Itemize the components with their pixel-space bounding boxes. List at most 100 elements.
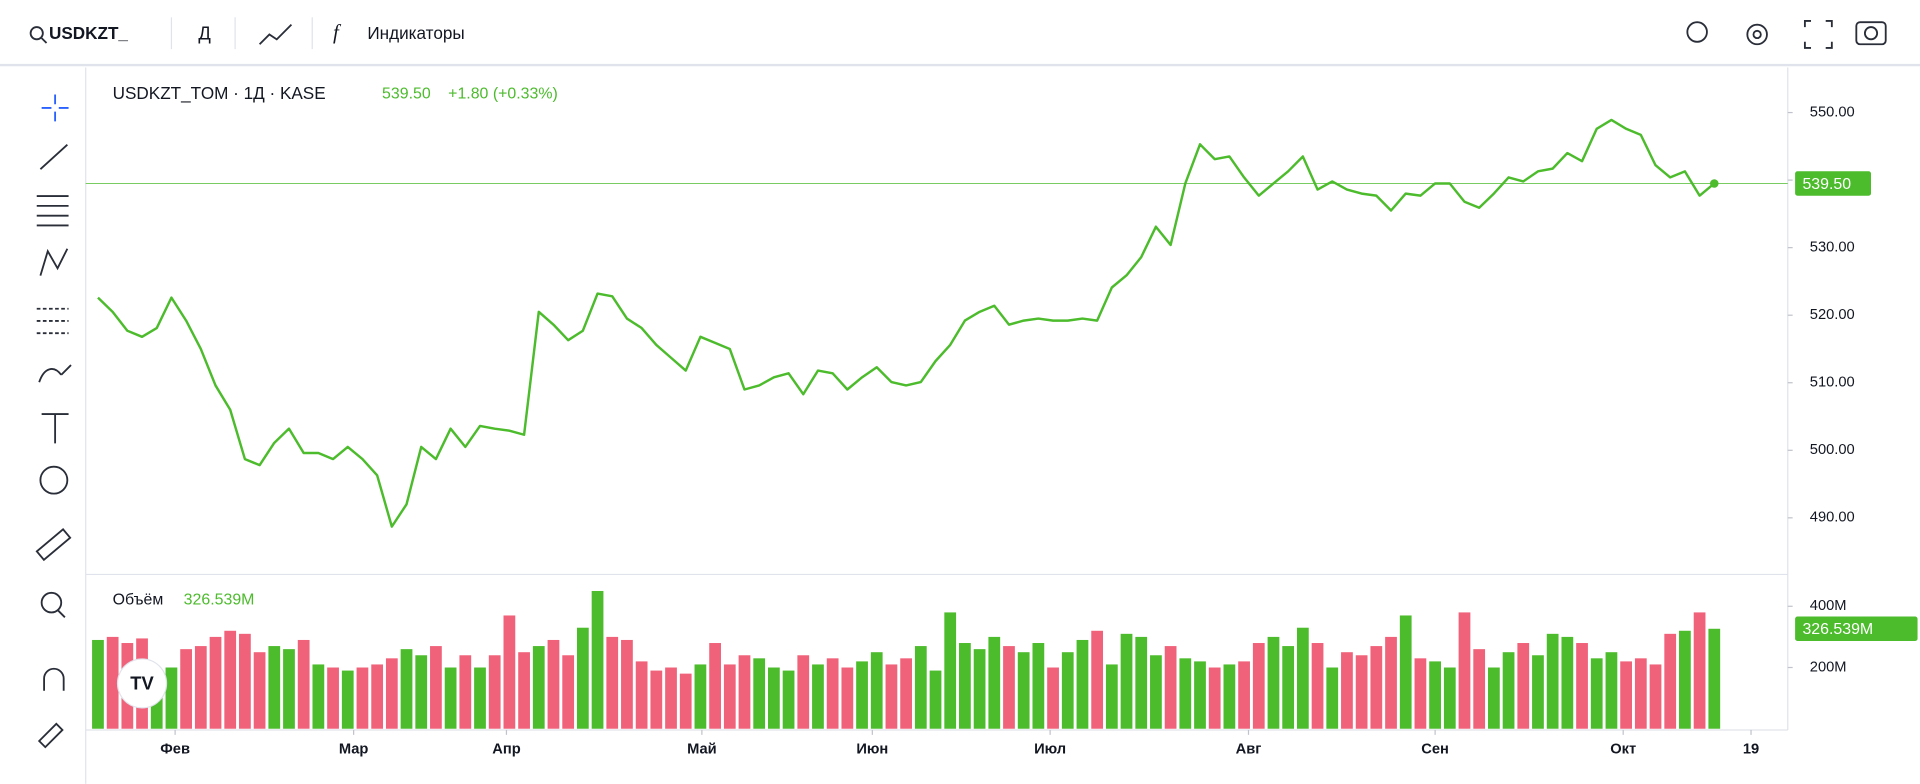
volume-bar <box>1017 652 1030 729</box>
volume-bar <box>650 670 663 729</box>
volume-tick-label: 200M <box>1810 659 1847 675</box>
trend-line-tool[interactable] <box>39 143 68 170</box>
pattern-tool[interactable] <box>39 248 69 276</box>
volume-bar <box>518 652 530 729</box>
price-tick-label: 520.00 <box>1810 307 1855 323</box>
volume-bar <box>1047 667 1059 729</box>
volume-bar <box>856 661 868 729</box>
volume-bar <box>1561 636 1574 729</box>
time-tick-label: Июл <box>1034 741 1066 757</box>
volume-bar <box>1135 636 1148 729</box>
volume-bar <box>1105 664 1118 729</box>
volume-bar <box>1590 658 1603 729</box>
volume-bar <box>400 649 413 729</box>
volume-bar <box>576 627 589 729</box>
volume-bar <box>1693 612 1706 729</box>
last-price: 539.50 <box>382 86 431 103</box>
magnet-tool[interactable] <box>43 667 65 691</box>
volume-bar <box>1502 652 1515 729</box>
volume-bar <box>1546 633 1559 729</box>
volume-tick-label: 400M <box>1810 598 1847 614</box>
last-price-badge-label: 539.50 <box>1802 176 1851 193</box>
search-icon[interactable] <box>29 26 44 41</box>
time-tick-label: Авг <box>1236 741 1262 757</box>
time-tick-label: Окт <box>1610 741 1636 757</box>
price-tick-label: 490.00 <box>1810 510 1855 526</box>
volume-bar <box>1532 655 1544 729</box>
volume-bar <box>753 658 766 729</box>
volume-bar <box>1238 661 1250 729</box>
volume-bar <box>239 633 251 729</box>
volume-bar <box>768 667 780 729</box>
volume-bar <box>165 667 178 729</box>
symbol-search[interactable]: USDKZT_ <box>49 23 128 43</box>
volume-bar <box>635 661 648 729</box>
volume-bar <box>562 655 575 729</box>
emoji-tool[interactable] <box>39 465 69 495</box>
volume-bar <box>1355 655 1368 729</box>
volume-bar <box>194 646 207 729</box>
fib-tool[interactable] <box>36 195 69 227</box>
fullscreen-icon[interactable] <box>1803 20 1833 49</box>
lock-tool[interactable] <box>37 722 64 749</box>
time-tick-label: Апр <box>492 741 520 757</box>
volume-bar <box>1385 636 1397 729</box>
indicators-button[interactable]: Индикаторы <box>367 23 464 43</box>
volume-bar <box>900 658 912 729</box>
volume-bar <box>488 655 501 729</box>
alert-icon[interactable] <box>1686 21 1708 43</box>
volume-bar <box>415 655 428 729</box>
volume-bar <box>547 639 560 729</box>
last-volume-badge-label: 326.539M <box>1802 621 1873 638</box>
volume-bar <box>1179 658 1192 729</box>
brush-tool[interactable] <box>38 364 72 383</box>
volume-bar <box>988 636 1001 729</box>
volume-bar <box>738 655 751 729</box>
chart-type-button[interactable] <box>258 24 293 45</box>
volume-bar <box>327 667 339 729</box>
volume-bar <box>444 667 457 729</box>
volume-title: Объём <box>113 591 164 608</box>
volume-bar <box>591 590 604 729</box>
volume-bar <box>973 649 986 729</box>
volume-bar <box>1473 649 1486 729</box>
volume-bar <box>1443 667 1456 729</box>
text-tool[interactable] <box>41 413 69 444</box>
volume-bar <box>106 636 119 729</box>
crosshair-tool[interactable] <box>41 94 69 122</box>
volume-bar <box>1605 652 1618 729</box>
last-volume-badge <box>1795 616 1918 642</box>
settings-icon[interactable] <box>1746 23 1768 46</box>
measure-tool[interactable] <box>35 528 72 562</box>
price-tick-label: 550.00 <box>1810 104 1855 120</box>
fx-icon[interactable]: f <box>333 20 342 44</box>
price-tick-label: 500.00 <box>1810 442 1855 458</box>
zoom-tool[interactable] <box>40 591 63 614</box>
prediction-tool[interactable] <box>36 307 69 335</box>
volume-bar <box>209 636 222 729</box>
volume-bar <box>474 667 486 729</box>
volume-bar <box>870 652 883 729</box>
top-toolbar: USDKZT_ Д f Индикаторы <box>0 17 1920 67</box>
volume-bar <box>1488 667 1500 729</box>
time-tick-label: Июн <box>856 741 888 757</box>
volume-bar <box>1664 633 1677 729</box>
volume-bar <box>914 646 927 729</box>
volume-bar <box>371 664 384 729</box>
volume-bar <box>1576 643 1588 729</box>
volume-bar <box>694 664 707 729</box>
volume-bar <box>1399 615 1412 729</box>
screenshot-icon[interactable] <box>1855 21 1887 46</box>
volume-bar <box>665 667 677 729</box>
volume-bar <box>944 612 957 729</box>
volume-bar <box>297 639 310 729</box>
price-tick-label: 530.00 <box>1810 240 1855 256</box>
last-price-badge <box>1795 171 1872 196</box>
volume-bar <box>224 630 237 729</box>
volume-bar <box>1003 646 1015 729</box>
volume-bar <box>1223 664 1236 729</box>
volume-bar <box>1120 633 1133 729</box>
interval-button[interactable]: Д <box>198 22 211 43</box>
